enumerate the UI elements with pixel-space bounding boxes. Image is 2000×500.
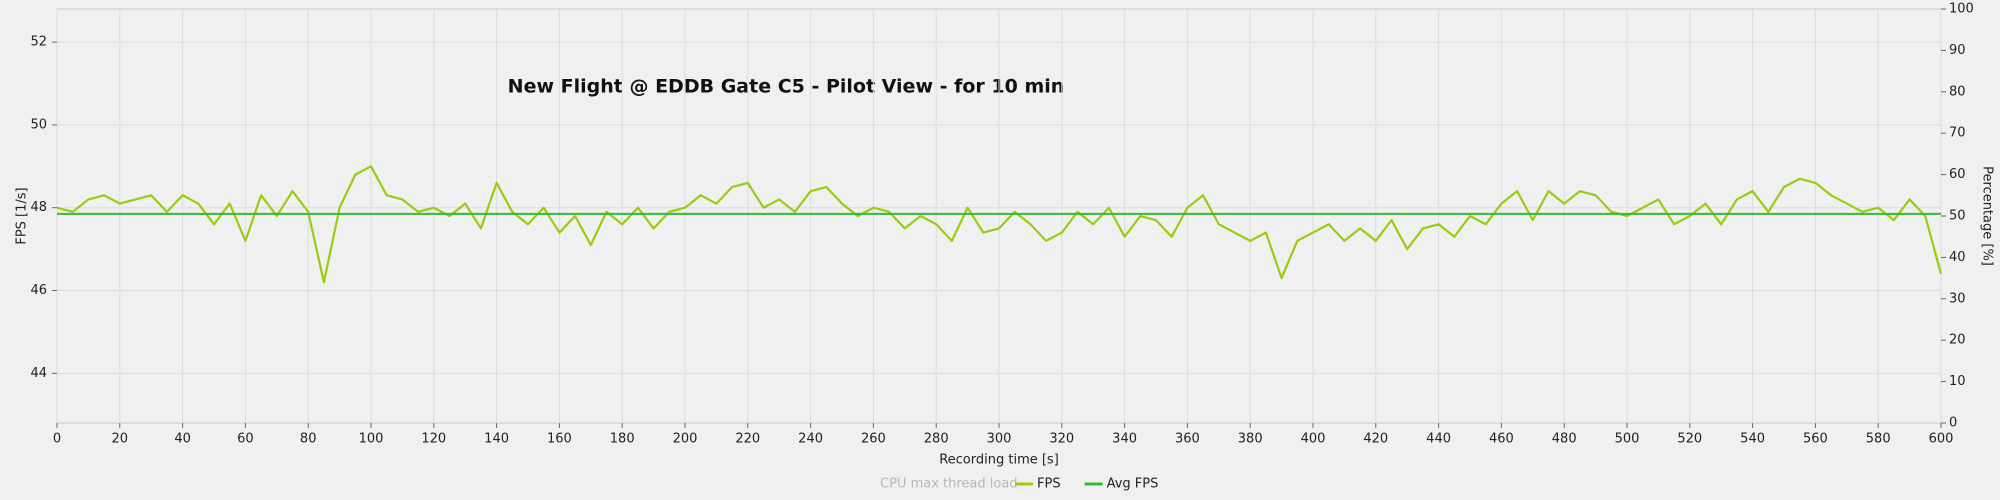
y-axis-label: FPS [1/s] (15, 187, 30, 244)
x-tick-label: 560 (1803, 432, 1828, 447)
x-tick-label: 520 (1677, 432, 1702, 447)
y2-tick-label: 70 (1949, 126, 1966, 141)
x-tick-label: 20 (112, 432, 129, 447)
y2-tick-label: 0 (1949, 416, 1957, 431)
fps-line (56, 165, 1943, 284)
y2-tick-label: 30 (1949, 291, 1966, 306)
legend-label: CPU max thread load (880, 477, 1018, 492)
y-tick-label: 44 (30, 366, 47, 381)
x-tick-label: 580 (1866, 432, 1891, 447)
x-tick-label: 0 (53, 432, 61, 447)
x-tick-label: 500 (1615, 432, 1640, 447)
y2-tick-label: 40 (1949, 250, 1966, 265)
x-tick-label: 380 (1238, 432, 1263, 447)
x-tick-label: 280 (924, 432, 949, 447)
x-tick-label: 300 (987, 432, 1012, 447)
x-tick-label: 480 (1552, 432, 1577, 447)
legend-label: Avg FPS (1107, 477, 1159, 492)
x-axis-label: Recording time [s] (939, 453, 1059, 468)
y2-tick-label: 60 (1949, 167, 1966, 182)
y-tick-label: 46 (30, 283, 47, 298)
x-tick-label: 460 (1489, 432, 1514, 447)
y2-tick-label: 80 (1949, 84, 1966, 99)
x-tick-label: 600 (1929, 432, 1954, 447)
x-tick-label: 60 (237, 432, 254, 447)
x-tick-label: 320 (1049, 432, 1074, 447)
y-tick-label: 52 (30, 35, 47, 50)
x-tick-label: 220 (735, 432, 760, 447)
y2-axis-label: Percentage [%] (1980, 166, 1995, 266)
x-tick-label: 540 (1740, 432, 1765, 447)
x-tick-label: 100 (359, 432, 384, 447)
x-tick-label: 140 (484, 432, 509, 447)
y-tick-label: 50 (30, 117, 47, 132)
x-tick-label: 160 (547, 432, 572, 447)
x-tick-label: 180 (610, 432, 635, 447)
x-tick-label: 340 (1112, 432, 1137, 447)
y2-tick-label: 100 (1949, 2, 1974, 17)
x-tick-label: 260 (861, 432, 886, 447)
x-tick-label: 420 (1363, 432, 1388, 447)
y2-tick-label: 10 (1949, 374, 1966, 389)
y2-tick-label: 20 (1949, 333, 1966, 348)
y2-tick-label: 90 (1949, 43, 1966, 58)
x-tick-label: 80 (300, 432, 317, 447)
legend-label: FPS (1037, 477, 1061, 492)
x-tick-label: 240 (798, 432, 823, 447)
x-tick-label: 40 (174, 432, 191, 447)
x-tick-label: 200 (673, 432, 698, 447)
y-tick-label: 48 (30, 200, 47, 215)
x-tick-label: 360 (1175, 432, 1200, 447)
x-tick-label: 120 (421, 432, 446, 447)
y2-tick-label: 50 (1949, 209, 1966, 224)
x-tick-label: 440 (1426, 432, 1451, 447)
x-tick-label: 400 (1301, 432, 1326, 447)
chart-title: New Flight @ EDDB Gate C5 - Pilot View -… (508, 76, 1065, 98)
